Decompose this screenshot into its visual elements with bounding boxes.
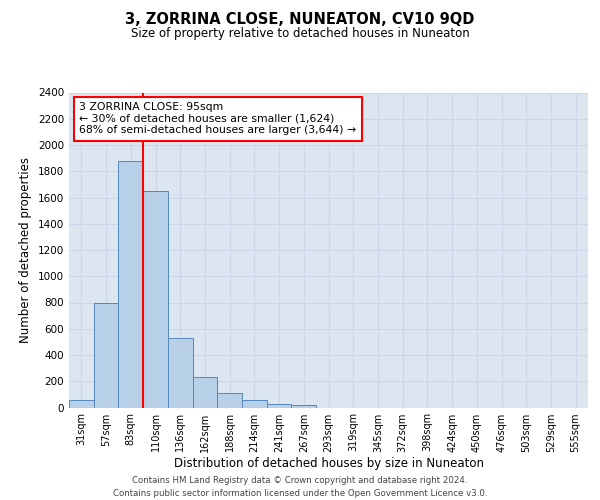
Bar bbox=[292, 405, 316, 407]
Bar bbox=[193, 376, 217, 408]
Text: Contains HM Land Registry data © Crown copyright and database right 2024.
Contai: Contains HM Land Registry data © Crown c… bbox=[113, 476, 487, 498]
Bar bbox=[143, 191, 168, 408]
Bar bbox=[69, 400, 94, 407]
Bar bbox=[168, 338, 193, 407]
Text: Size of property relative to detached houses in Nuneaton: Size of property relative to detached ho… bbox=[131, 28, 469, 40]
Bar bbox=[217, 393, 242, 407]
Bar bbox=[242, 400, 267, 407]
Bar bbox=[267, 404, 292, 407]
X-axis label: Distribution of detached houses by size in Nuneaton: Distribution of detached houses by size … bbox=[173, 458, 484, 470]
Y-axis label: Number of detached properties: Number of detached properties bbox=[19, 157, 32, 343]
Text: 3, ZORRINA CLOSE, NUNEATON, CV10 9QD: 3, ZORRINA CLOSE, NUNEATON, CV10 9QD bbox=[125, 12, 475, 28]
Bar bbox=[118, 161, 143, 408]
Bar bbox=[94, 302, 118, 408]
Text: 3 ZORRINA CLOSE: 95sqm
← 30% of detached houses are smaller (1,624)
68% of semi-: 3 ZORRINA CLOSE: 95sqm ← 30% of detached… bbox=[79, 102, 356, 135]
